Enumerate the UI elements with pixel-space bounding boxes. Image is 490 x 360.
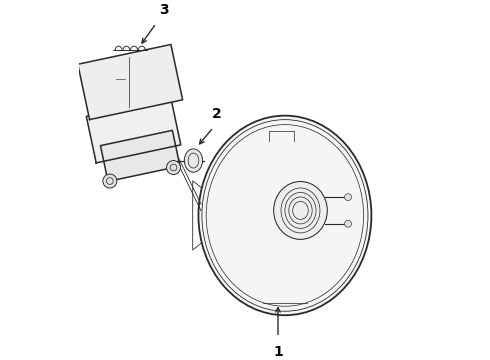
Ellipse shape	[198, 116, 371, 315]
Text: 2: 2	[212, 107, 221, 121]
Polygon shape	[86, 98, 181, 163]
Circle shape	[344, 220, 351, 227]
Ellipse shape	[167, 161, 180, 175]
Text: 3: 3	[159, 3, 169, 17]
Circle shape	[344, 194, 351, 201]
Ellipse shape	[184, 149, 202, 172]
Ellipse shape	[274, 181, 327, 239]
Polygon shape	[78, 45, 183, 120]
Ellipse shape	[103, 174, 117, 188]
Text: 1: 1	[273, 345, 283, 359]
Polygon shape	[100, 130, 180, 181]
